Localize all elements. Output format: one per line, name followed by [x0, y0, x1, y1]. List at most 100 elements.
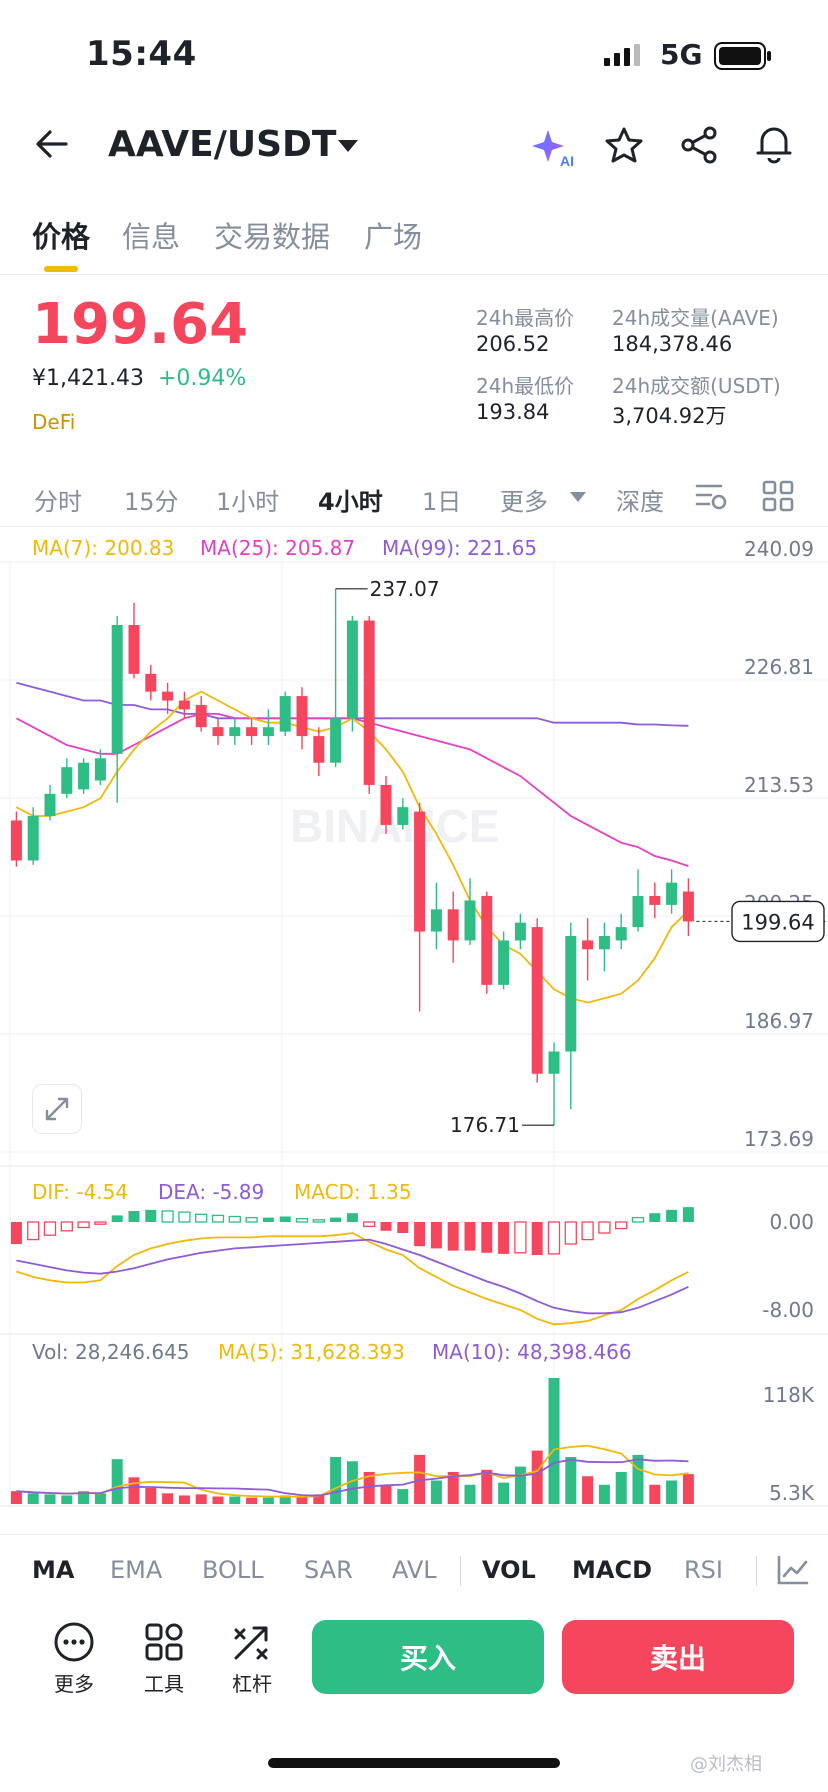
chevron-down-icon[interactable]	[570, 492, 586, 502]
candle-body	[330, 718, 342, 763]
macd-histogram-bar	[649, 1213, 661, 1222]
candle-body	[246, 727, 258, 737]
kline-chart[interactable]: BINANCE 240.09226.81213.53200.25186.9717…	[0, 528, 828, 1508]
high-low-markers: 237.07 176.71	[335, 577, 554, 1137]
stat-high-label: 24h最高价	[476, 306, 575, 330]
volume-bar	[682, 1474, 694, 1504]
price-cny: ¥1,421.43	[32, 366, 144, 391]
macd-histogram-bar	[27, 1221, 40, 1241]
bell-alert-icon[interactable]	[754, 124, 794, 164]
interval-1h[interactable]: 1小时	[216, 488, 280, 516]
candle-body	[649, 896, 661, 905]
candle-body	[447, 909, 459, 941]
macd-histogram-bar	[128, 1211, 140, 1222]
volume-bar	[10, 1491, 22, 1504]
price-tick-label: 186.97	[744, 1009, 814, 1033]
volume-bar	[246, 1497, 258, 1504]
network-type: 5G	[660, 38, 703, 71]
share-icon[interactable]	[680, 126, 720, 164]
indicator-avl[interactable]: AVL	[392, 1556, 437, 1584]
tools-tool[interactable]: 工具	[124, 1620, 204, 1697]
macd-histogram-bar	[228, 1215, 241, 1223]
more-tool[interactable]: 更多	[34, 1620, 114, 1697]
macd-histogram-bar	[666, 1209, 678, 1222]
interval-15m[interactable]: 15分	[124, 488, 179, 516]
indicator-ema[interactable]: EMA	[110, 1556, 163, 1584]
volume-bar	[94, 1493, 106, 1504]
volume-bar	[111, 1459, 123, 1504]
volume-bar	[61, 1495, 73, 1504]
volume-bar	[195, 1494, 207, 1504]
back-arrow-icon[interactable]	[34, 126, 70, 162]
indicator-macd[interactable]: MACD	[572, 1556, 652, 1584]
volume-bar	[447, 1471, 459, 1504]
volume-bar	[296, 1496, 308, 1504]
macd-histogram-bar	[631, 1216, 645, 1223]
volume-bar	[430, 1480, 442, 1504]
tools-grid-icon	[145, 1623, 183, 1661]
tab-square[interactable]: 广场	[364, 220, 423, 254]
volume-bar	[632, 1454, 644, 1504]
volume-bar	[262, 1497, 274, 1504]
leverage-icon	[234, 1626, 268, 1660]
interval-4h[interactable]: 4小时	[318, 488, 383, 516]
candle-body	[598, 935, 610, 950]
status-time: 15:44	[86, 34, 197, 74]
indicator-boll[interactable]: BOLL	[202, 1556, 264, 1584]
tab-trading-data[interactable]: 交易数据	[214, 220, 331, 254]
tool-label: 工具	[144, 1672, 184, 1696]
interval-timeline[interactable]: 分时	[34, 488, 82, 516]
candle-body	[498, 940, 510, 985]
candle-body	[548, 1051, 560, 1074]
sell-button[interactable]: 卖出	[562, 1620, 794, 1694]
stat-low-label: 24h最低价	[476, 374, 575, 398]
macd-histogram-bar	[178, 1211, 191, 1223]
chevron-down-icon[interactable]	[338, 140, 358, 152]
more-dots-icon	[54, 1622, 94, 1662]
indicator-rsi[interactable]: RSI	[684, 1556, 723, 1584]
stat-vol-value: 184,378.46	[612, 332, 733, 356]
tab-active-indicator	[44, 266, 78, 272]
chart-settings-icon[interactable]	[694, 480, 728, 512]
ai-sparkle-icon[interactable]: AI	[530, 126, 576, 168]
candle-body	[481, 896, 493, 985]
macd-histogram-bar	[598, 1221, 611, 1234]
volume-bar	[531, 1450, 543, 1504]
macd-histogram-bar	[295, 1218, 309, 1223]
volume-bar	[178, 1495, 190, 1504]
divider	[0, 526, 828, 527]
indicator-settings-icon[interactable]	[776, 1554, 810, 1586]
leverage-tool[interactable]: 杠杆	[212, 1620, 292, 1697]
last-price: 199.64	[32, 292, 249, 357]
candle-body	[212, 727, 224, 737]
indicator-ma[interactable]: MA	[32, 1556, 75, 1584]
indicator-vol[interactable]: VOL	[482, 1556, 536, 1584]
category-tag[interactable]: DeFi	[32, 410, 76, 434]
macd-histogram-bar	[464, 1222, 476, 1251]
tab-info[interactable]: 信息	[122, 220, 181, 254]
fullscreen-button[interactable]	[32, 1084, 82, 1134]
volume-bar	[615, 1471, 627, 1504]
current-price-box	[731, 900, 825, 943]
volume-bar	[145, 1487, 157, 1504]
layout-grid-icon[interactable]	[762, 480, 794, 512]
macd-histogram-bar	[547, 1221, 561, 1255]
stat-amount-value: 3,704.92万	[612, 404, 727, 428]
interval-more[interactable]: 更多	[500, 488, 548, 516]
favorite-star-icon[interactable]	[604, 126, 644, 164]
interval-depth[interactable]: 深度	[616, 488, 664, 516]
pair-selector[interactable]: AAVE/USDT	[108, 124, 337, 165]
indicator-sar[interactable]: SAR	[304, 1556, 353, 1584]
dif-line	[16, 1232, 689, 1326]
volume-panel: 118K 5.3K	[10, 1378, 815, 1505]
macd-histogram-bar	[245, 1216, 258, 1223]
stat-high-value: 206.52	[476, 332, 550, 356]
buy-button[interactable]: 买入	[312, 1620, 544, 1694]
interval-1d[interactable]: 1日	[422, 488, 462, 516]
tab-price[interactable]: 价格	[32, 220, 91, 254]
macd-histogram-bar	[60, 1221, 73, 1232]
candle-body	[262, 727, 274, 737]
volume-bar	[649, 1484, 661, 1504]
volume-bar	[78, 1491, 90, 1504]
candle-body	[464, 900, 476, 941]
